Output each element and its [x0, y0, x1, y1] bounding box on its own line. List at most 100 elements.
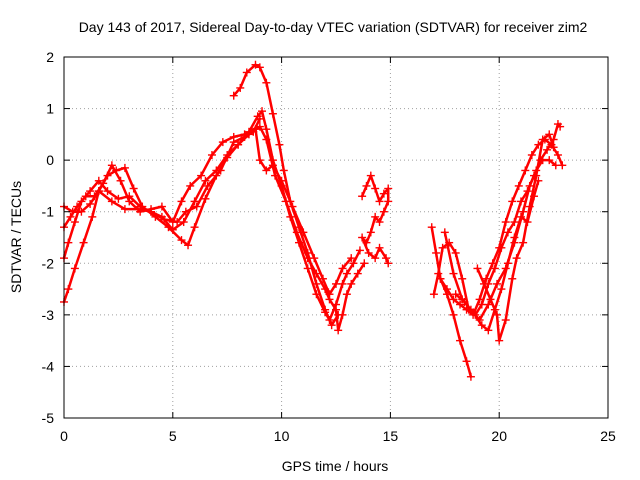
data-point [129, 184, 138, 193]
data-point [116, 176, 125, 185]
data-point [64, 285, 73, 294]
data-point [360, 259, 369, 268]
series-5 [229, 60, 343, 330]
data-point [521, 166, 530, 175]
data-point [440, 228, 449, 237]
data-point [279, 166, 288, 175]
data-point [86, 199, 95, 208]
data-point [456, 336, 465, 345]
series-4 [60, 114, 264, 227]
data-point [79, 238, 88, 247]
data-point [438, 243, 447, 252]
data-point [449, 269, 458, 278]
data-point [94, 176, 103, 185]
x-tick-label: 5 [169, 428, 177, 444]
data-point [342, 269, 351, 278]
data-point [103, 187, 112, 196]
data-point [551, 161, 560, 170]
data-point [186, 181, 195, 190]
data-point [503, 228, 512, 237]
series-line [439, 138, 564, 317]
data-point [501, 218, 510, 227]
data-point [371, 212, 380, 221]
data-point [334, 326, 343, 335]
data-point [268, 161, 277, 170]
data-point [295, 223, 304, 232]
data-point [201, 176, 210, 185]
data-point [501, 316, 510, 325]
data-point [64, 238, 73, 247]
data-point [342, 290, 351, 299]
y-tick-label: -2 [42, 255, 55, 271]
data-point [262, 135, 271, 144]
data-point [190, 197, 199, 206]
data-point [469, 308, 478, 317]
series-12 [473, 130, 558, 345]
data-point [77, 207, 86, 216]
data-point [268, 109, 277, 118]
data-point [384, 197, 393, 206]
y-tick-label: -3 [42, 307, 55, 323]
data-point [229, 91, 238, 100]
data-point [538, 135, 547, 144]
data-point [197, 171, 206, 180]
data-point [519, 207, 528, 216]
y-axis-ticks: 2 1 0 -1 -2 -3 -4 -5 [42, 49, 608, 426]
data-point [120, 205, 129, 214]
data-point [338, 264, 347, 273]
data-point [375, 218, 384, 227]
data-point [240, 132, 249, 141]
data-point [436, 274, 445, 283]
data-point [236, 83, 245, 92]
data-point [549, 143, 558, 152]
data-point [251, 60, 260, 69]
data-point [545, 130, 554, 139]
x-axis-ticks: 0 5 10 15 20 25 [60, 57, 616, 444]
data-point [184, 241, 193, 250]
data-point [490, 264, 499, 273]
data-point [68, 207, 77, 216]
data-point [133, 205, 142, 214]
data-point [216, 166, 225, 175]
data-point [516, 197, 525, 206]
data-point [484, 326, 493, 335]
data-point [512, 254, 521, 263]
data-point [286, 197, 295, 206]
data-point [73, 202, 82, 211]
series-line [430, 225, 473, 378]
data-point [484, 300, 493, 309]
data-point [477, 321, 486, 330]
data-series [60, 60, 567, 381]
data-point [462, 357, 471, 366]
data-point [310, 254, 319, 263]
data-point [255, 156, 264, 165]
data-point [532, 171, 541, 180]
y-tick-label: 2 [46, 49, 54, 65]
data-point [218, 138, 227, 147]
data-point [192, 202, 201, 211]
data-point [332, 305, 340, 314]
series-6 [358, 171, 393, 268]
data-point [545, 156, 554, 165]
data-point [347, 279, 356, 288]
data-point [527, 150, 536, 159]
data-point [466, 372, 475, 381]
data-point [157, 202, 166, 211]
data-point [349, 259, 358, 268]
chart-title: Day 143 of 2017, Sidereal Day-to-day VTE… [79, 19, 588, 35]
data-point [277, 176, 286, 185]
x-tick-label: 25 [600, 428, 616, 444]
data-point [382, 254, 391, 263]
data-point [493, 310, 502, 319]
data-point [334, 310, 343, 319]
data-point [249, 127, 258, 136]
data-point [160, 215, 169, 224]
data-point [366, 228, 375, 237]
data-point [107, 161, 116, 170]
data-point [495, 243, 504, 252]
data-point [177, 236, 186, 245]
data-point [427, 223, 436, 232]
data-point [434, 269, 443, 278]
data-point [493, 279, 502, 288]
